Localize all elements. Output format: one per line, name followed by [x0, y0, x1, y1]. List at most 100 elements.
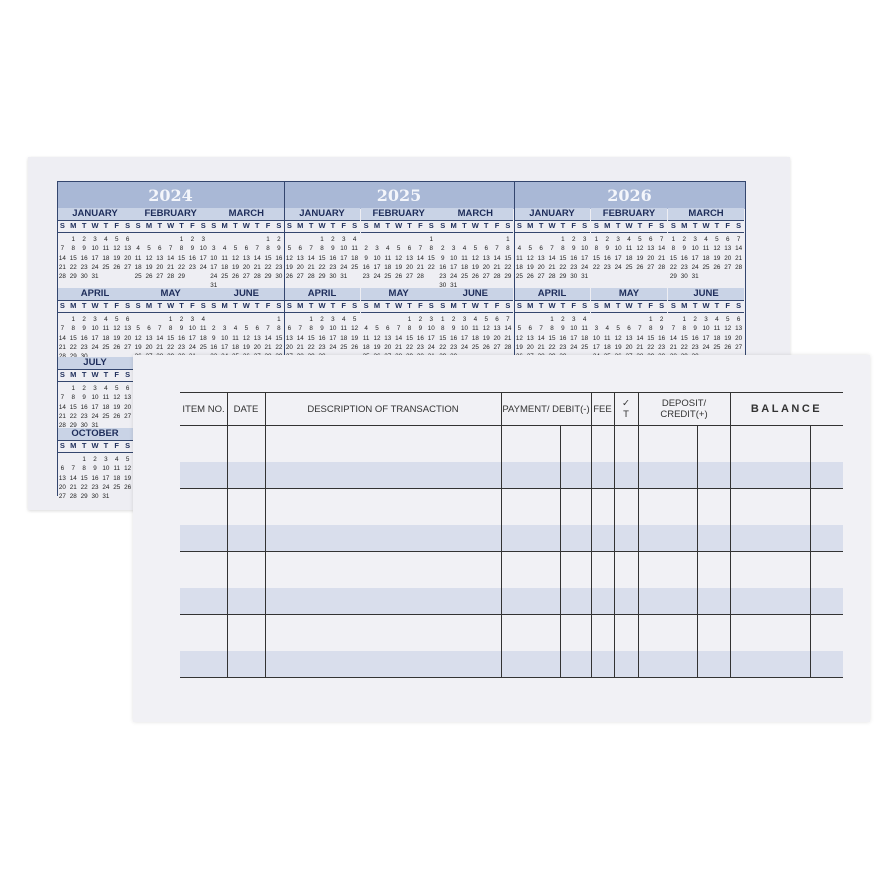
- day-number: 21: [58, 343, 66, 351]
- day-number: 30: [275, 273, 283, 281]
- day-number: 3: [375, 245, 379, 253]
- day-number: 5: [715, 236, 719, 243]
- year-label-2024: 2024: [57, 181, 284, 209]
- day-number: 20: [253, 343, 261, 351]
- day-number: 3: [201, 236, 205, 243]
- day-number: 17: [221, 343, 229, 351]
- day-number: 26: [124, 483, 132, 491]
- day-number: 7: [298, 325, 303, 333]
- day-number: 3: [222, 325, 227, 333]
- day-number: 10: [427, 325, 435, 333]
- weekday-letter: W: [471, 301, 479, 310]
- day-number: [514, 315, 525, 324]
- day-number: 13: [296, 254, 304, 262]
- day-number: 19: [526, 263, 534, 271]
- day-number: 13: [384, 334, 392, 342]
- month-october: OCTOBER S M T W T F S 1 2 3 4 5 6 7 8 9 10 11 12 13 14 15 16 17 1…: [57, 428, 133, 501]
- day-number: 18: [134, 263, 142, 271]
- day-number: 28: [493, 273, 501, 281]
- week-row: 11 12 13 14 15 16 17: [133, 254, 209, 263]
- day-number: 21: [156, 343, 164, 351]
- day-number: 11: [340, 325, 347, 333]
- week-row: 7 8 9 10 11 12 13: [668, 324, 744, 333]
- day-number: 25: [702, 263, 710, 271]
- day-number: 18: [340, 334, 348, 342]
- day-number: 10: [329, 325, 337, 333]
- day-number: 17: [91, 403, 99, 411]
- day-number: 22: [69, 343, 77, 351]
- day-number: [733, 272, 744, 281]
- day-number: 3: [451, 245, 456, 253]
- day-number: 30: [80, 273, 88, 281]
- day-number: 8: [309, 325, 313, 333]
- day-number: 14: [735, 245, 743, 253]
- weekday-letter: W: [625, 301, 633, 310]
- day-number: 4: [114, 456, 119, 463]
- day-number: 9: [331, 245, 335, 253]
- day-number: 13: [145, 334, 153, 342]
- day-number: 24: [188, 343, 196, 351]
- day-number: 6: [484, 245, 488, 253]
- day-number: 8: [266, 245, 270, 253]
- week-row: 9 10 11 12 13 14 15: [361, 254, 437, 263]
- day-number: 11: [516, 254, 523, 262]
- day-number: 2: [364, 245, 368, 253]
- weekday-letter: S: [582, 221, 588, 230]
- day-number: 5: [114, 385, 119, 392]
- day-number: 3: [693, 236, 697, 243]
- day-number: 26: [113, 263, 121, 271]
- weekday-letter: S: [352, 221, 358, 230]
- weekday-letter: S: [440, 221, 446, 230]
- week-row: 1: [208, 315, 284, 324]
- day-number: 13: [482, 254, 490, 262]
- day-number: 13: [58, 474, 66, 482]
- day-number: 1: [429, 236, 433, 243]
- day-number: 20: [493, 334, 501, 342]
- week-row: 20 21 22 23 24 25 26: [284, 343, 360, 352]
- day-number: 20: [124, 254, 132, 262]
- day-number: 10: [221, 334, 229, 342]
- day-number: 29: [69, 273, 77, 281]
- weekday-letter: F: [114, 221, 120, 230]
- day-number: 7: [71, 465, 76, 473]
- week-row: 13 14 15 16 17 18 19: [284, 334, 360, 343]
- day-number: 25: [625, 263, 633, 271]
- day-number: 1: [441, 316, 445, 323]
- day-number: 23: [275, 263, 283, 271]
- day-number: 26: [145, 273, 153, 281]
- day-number: [393, 235, 404, 244]
- day-number: 14: [537, 334, 545, 342]
- day-number: [144, 315, 155, 324]
- weekday-letter: S: [200, 221, 206, 230]
- day-number: 14: [658, 245, 666, 253]
- day-number: 29: [68, 352, 79, 361]
- week-row: 11 12 13 14 15 16 17: [361, 334, 437, 343]
- month-january: JANUARY S M T W T F S 1 2 3 4 5 6 7 8 9 10 11 12 13 14 15 16 17 1…: [514, 208, 590, 281]
- weekday-letter: W: [318, 301, 326, 310]
- weekday-letter: M: [145, 301, 153, 310]
- day-number: 1: [168, 316, 173, 323]
- week-row: 21 22 23 24 25 26 27: [57, 343, 133, 352]
- day-number: 6: [60, 465, 65, 473]
- day-number: 7: [418, 245, 423, 253]
- day-number: 22: [307, 343, 315, 351]
- day-number: 19: [636, 254, 644, 262]
- day-number: 4: [233, 325, 238, 333]
- day-number: 22: [167, 343, 175, 351]
- day-number: 18: [713, 334, 721, 342]
- week-row: 15 16 17 18 19 20 21: [437, 334, 513, 343]
- day-number: 9: [82, 245, 86, 253]
- day-number: 24: [91, 343, 99, 351]
- weekday-letter: W: [625, 221, 633, 230]
- day-number: 24: [691, 263, 699, 271]
- day-number: 1: [266, 236, 270, 243]
- day-number: 13: [537, 254, 545, 262]
- day-number: 12: [124, 465, 132, 473]
- day-number: 7: [266, 325, 270, 333]
- weekday-letter: T: [233, 301, 238, 310]
